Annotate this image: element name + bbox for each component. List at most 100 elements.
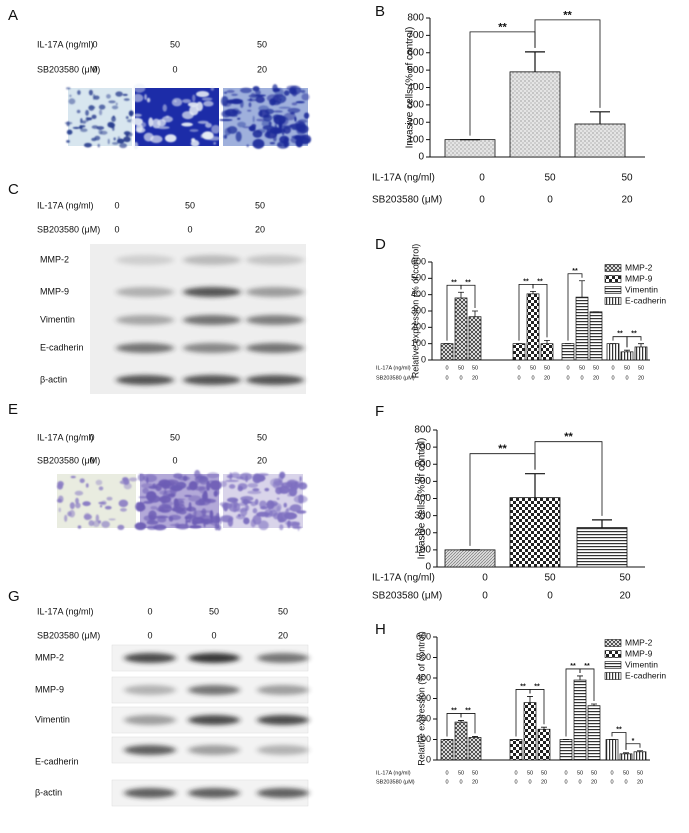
cell (255, 96, 265, 104)
cell (85, 109, 89, 116)
blot-label: MMP-9 (35, 684, 64, 694)
treatment-value: 0 (459, 779, 462, 785)
cell (108, 518, 116, 521)
cell (287, 493, 292, 497)
treatment-value: 0 (172, 64, 177, 74)
cell (107, 138, 110, 145)
significance-label: ** (572, 268, 578, 275)
blot-band (257, 653, 309, 663)
cell (277, 512, 284, 523)
micrograph-cells (56, 475, 138, 531)
cell (157, 126, 170, 130)
bar (523, 702, 537, 761)
treatment-value: 20 (621, 195, 633, 206)
blot-band (124, 685, 176, 695)
treatment-value: 50 (255, 200, 265, 210)
cell (298, 482, 308, 490)
cell (138, 496, 148, 499)
bar (561, 343, 575, 361)
cell (77, 525, 82, 529)
micrograph-cells (64, 87, 134, 149)
error-bar (591, 703, 597, 706)
blot-band (246, 343, 304, 353)
significance-label: ** (563, 9, 572, 21)
cell (88, 105, 95, 111)
treatment-value: 0 (528, 779, 531, 785)
cell (220, 515, 234, 523)
treatment-value: 50 (593, 365, 599, 371)
cell (206, 472, 220, 479)
y-tick-label: 400 (407, 82, 424, 93)
cell (75, 502, 81, 509)
treatment-value: 0 (147, 606, 152, 616)
treatment-value: 20 (637, 779, 643, 785)
bar (454, 297, 468, 361)
cell (80, 128, 88, 133)
legend-label: Vimentin (625, 284, 658, 294)
treatment-value: 50 (170, 432, 180, 442)
treatment-value: 0 (92, 39, 97, 49)
cell (104, 505, 112, 510)
treatment-name: SB203580 (μM) (37, 630, 100, 640)
cell (142, 487, 149, 494)
cell (248, 94, 261, 99)
y-axis-label: Relative expression (% of control) (410, 244, 420, 379)
cell (273, 135, 277, 142)
micrograph-cells (219, 84, 312, 149)
bar (633, 751, 647, 761)
error-bar (544, 340, 550, 344)
treatment-value: 0 (547, 591, 553, 602)
treatment-value: 50 (619, 573, 631, 584)
cell (83, 142, 92, 148)
cell (225, 479, 239, 483)
y-tick-label: 800 (414, 425, 431, 436)
cell (286, 85, 298, 91)
y-tick-label: 300 (416, 693, 431, 703)
error-bar (458, 291, 464, 298)
panel-label: F (375, 403, 384, 420)
cell (115, 91, 123, 97)
cell (162, 104, 167, 112)
cell (164, 485, 167, 495)
error-bar (638, 343, 644, 347)
significance-label: ** (498, 21, 507, 33)
blot-band (246, 315, 304, 325)
cell (157, 119, 167, 127)
y-tick-label: 300 (414, 510, 431, 521)
significance-label: ** (584, 663, 590, 670)
bar (576, 527, 628, 568)
cell (248, 102, 252, 108)
treatment-value: 0 (514, 779, 517, 785)
treatment-value: 20 (591, 779, 597, 785)
treatment-value: 0 (610, 770, 613, 776)
treatment-value: 0 (566, 365, 569, 371)
treatment-value: 0 (578, 779, 581, 785)
cell (202, 492, 206, 502)
y-tick-label: 100 (411, 338, 426, 348)
cell (278, 106, 291, 109)
cell (213, 142, 217, 145)
cell (66, 87, 71, 90)
blot-band (257, 715, 309, 725)
bar (444, 139, 496, 158)
y-tick-label: 400 (414, 493, 431, 504)
cell (150, 506, 158, 510)
cell (297, 124, 309, 134)
treatment-value: 0 (187, 224, 192, 234)
error-bar (527, 696, 533, 703)
cell (228, 484, 236, 489)
cell (303, 112, 310, 119)
cell (158, 509, 170, 513)
cell (258, 105, 269, 112)
cell (283, 512, 298, 520)
legend-swatch (604, 672, 622, 680)
cell (273, 128, 286, 134)
cell (267, 502, 277, 507)
treatment-name: IL-17A (ng/ml) (372, 173, 435, 184)
bar (444, 549, 496, 568)
treatment-name: SB203580 (μM) (376, 779, 415, 785)
cell (219, 118, 233, 122)
cell (189, 105, 199, 116)
cell (107, 121, 114, 128)
y-tick-label: 500 (416, 652, 431, 662)
